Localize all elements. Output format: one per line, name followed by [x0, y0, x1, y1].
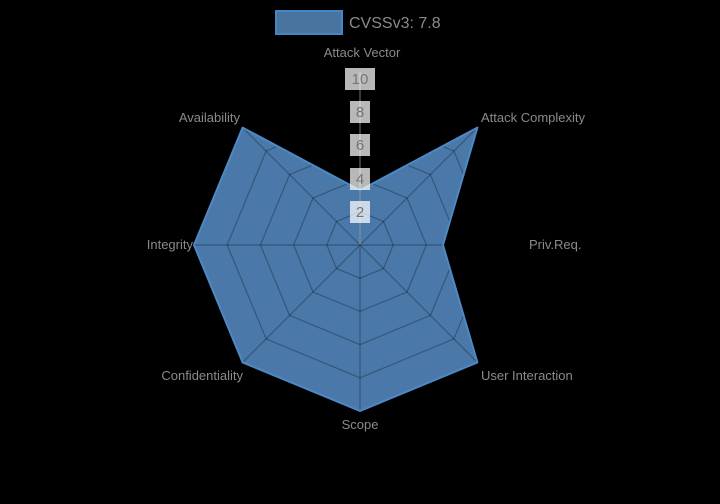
axis-label-confidentiality: Confidentiality: [161, 368, 243, 383]
axis-label-integrity: Integrity: [147, 237, 194, 252]
tick-box-8: [350, 101, 370, 123]
grid-ring-2: [326, 211, 394, 279]
axis-label-user-interaction: User Interaction: [481, 368, 573, 383]
tick-text-10: 10: [352, 71, 369, 88]
axis-label-scope: Scope: [342, 417, 379, 432]
radar-series-outline: [193, 126, 479, 412]
radar-series-fill: [194, 127, 478, 411]
grid-spoke-5: [242, 244, 361, 363]
legend-label[interactable]: CVSSv3: 7.8: [349, 15, 441, 32]
legend[interactable]: CVSSv3: 7.8: [275, 10, 441, 35]
tick-text-8: 8: [356, 104, 364, 121]
radial-tick-labels: 10 8 6 4 2: [345, 68, 375, 223]
axis-label-attack-complexity: Attack Complexity: [481, 110, 586, 125]
tick-box-2: [350, 201, 370, 223]
grid-ring-8: [226, 111, 494, 379]
tick-box-6: [350, 134, 370, 156]
radial-tick-6: 6: [350, 134, 370, 156]
grid-spoke-7: [242, 127, 361, 246]
grid-ring-6: [259, 144, 461, 346]
tick-text-6: 6: [356, 137, 364, 154]
radar-outline-layer: [193, 126, 479, 412]
tick-text-4: 4: [356, 171, 364, 188]
grid-spoke-3: [359, 244, 478, 363]
legend-swatch[interactable]: [275, 10, 343, 35]
axis-label-priv-req: Priv.Req.: [529, 237, 582, 252]
grid-ring-4: [292, 177, 428, 313]
axis-label-availability: Availability: [179, 110, 241, 125]
radar-fill-layer: [194, 127, 478, 411]
category-labels: Attack Vector Attack Complexity Priv.Req…: [147, 45, 586, 432]
grid-spoke-1: [359, 127, 478, 246]
radial-tick-8: 8: [350, 101, 370, 123]
tick-box-4: [350, 168, 370, 190]
axis-label-attack-vector: Attack Vector: [324, 45, 401, 60]
tick-text-2: 2: [356, 204, 364, 221]
radial-tick-4: 4: [350, 168, 370, 190]
tick-box-10: [345, 68, 375, 90]
radial-tick-10: 10: [345, 68, 375, 90]
radial-tick-2: 2: [350, 201, 370, 223]
